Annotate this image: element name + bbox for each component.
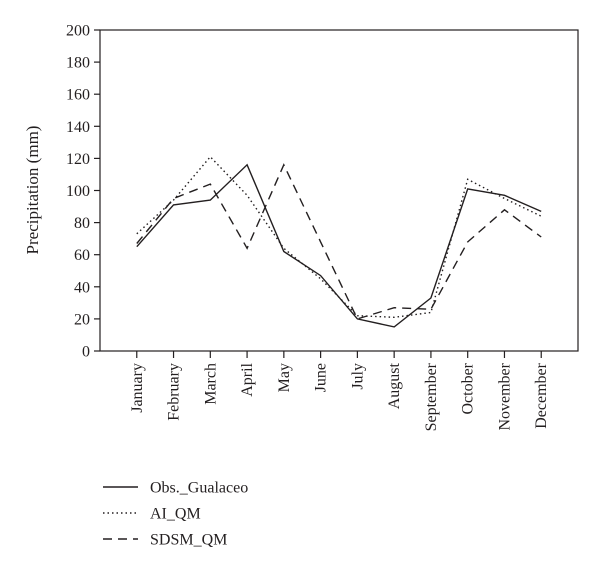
chart-axes: [99, 29, 579, 352]
x-tick-label-september: September: [423, 362, 440, 431]
y-tick-label: 120: [66, 151, 90, 168]
y-axis-label: Precipitation (mm): [23, 126, 42, 255]
x-tick-label-january: January: [129, 363, 146, 413]
legend-label: SDSM_QM: [150, 532, 227, 549]
y-tick-label: 60: [74, 247, 90, 264]
legend-label: Obs._Gualaceo: [150, 480, 248, 497]
series-line-ai-qm: [136, 155, 542, 319]
y-tick-label: 80: [74, 215, 90, 232]
plot-frame: [99, 29, 579, 352]
x-tick-label-november: November: [496, 362, 513, 430]
x-axis-ticks: January February March April May June July Augu…: [129, 351, 550, 431]
y-tick-label: 200: [66, 23, 90, 40]
x-tick-label-october: October: [460, 362, 477, 414]
x-tick-label-may: May: [276, 363, 293, 392]
x-tick-label-december: December: [533, 362, 550, 428]
legend-label: AI_QM: [150, 506, 201, 523]
y-tick-label: 20: [74, 311, 90, 328]
y-tick-label: 180: [66, 55, 90, 72]
y-axis-ticks: 0 20 40 60 80 100 120 140 160 180 200: [66, 23, 100, 361]
y-tick-label: 160: [66, 87, 90, 104]
x-tick-label-april: April: [239, 362, 256, 396]
y-tick-label: 100: [66, 183, 90, 200]
series-lines: [136, 155, 542, 328]
x-tick-label-march: March: [202, 363, 219, 405]
x-tick-label-june: June: [313, 363, 330, 392]
series-line-sdsm-qm: [136, 163, 542, 320]
x-tick-label-august: August: [386, 362, 403, 409]
y-tick-label: 140: [66, 119, 90, 136]
y-tick-label: 0: [82, 344, 90, 361]
y-tick-label: 40: [74, 279, 90, 296]
x-tick-label-july: July: [349, 363, 366, 390]
x-tick-label-february: February: [166, 363, 183, 421]
legend: Obs._Gualaceo AI_QM SDSM_QM: [103, 480, 248, 549]
